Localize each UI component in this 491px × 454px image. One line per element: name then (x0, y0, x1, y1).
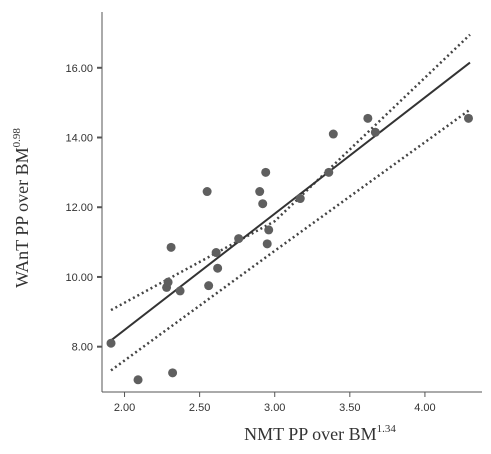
x-axis: 2.00 2.50 3.00 3.50 4.00 (114, 392, 436, 414)
x-axis-title-superscript: 1.34 (377, 423, 397, 435)
regression-line (110, 61, 471, 342)
data-point (255, 187, 265, 197)
data-point (234, 234, 244, 244)
data-point (370, 127, 380, 137)
ci-upper-line (110, 33, 471, 312)
data-point (363, 113, 373, 123)
data-point (202, 187, 212, 197)
data-point (264, 225, 274, 235)
data-points (106, 113, 473, 385)
data-point (175, 286, 185, 296)
ci-lower-line (110, 108, 471, 372)
x-tick-label: 4.00 (414, 402, 435, 414)
y-tick-label: 14.00 (65, 133, 93, 145)
y-tick-label: 12.00 (65, 202, 93, 214)
data-point (106, 338, 116, 348)
data-point (204, 281, 214, 291)
data-point (211, 248, 221, 258)
data-point (133, 375, 143, 385)
regression-line-group (110, 61, 471, 342)
data-point (261, 167, 271, 177)
y-axis-title-superscript: 0.98 (11, 128, 23, 148)
data-point (163, 277, 173, 287)
x-tick-label: 3.50 (339, 402, 360, 414)
data-point (295, 194, 305, 204)
data-point (213, 263, 223, 273)
y-axis-title: WAnT PP over BM0.98 (11, 128, 32, 288)
x-axis-title-main: NMT PP over BM (244, 424, 377, 444)
y-tick-label: 8.00 (72, 342, 93, 354)
data-point (324, 167, 334, 177)
y-tick-label: 16.00 (65, 63, 93, 75)
y-axis-title-main: WAnT PP over BM (12, 147, 32, 288)
data-point (328, 129, 338, 139)
plot-area (101, 12, 482, 393)
x-tick-label: 2.00 (114, 402, 135, 414)
x-tick-label: 3.00 (264, 402, 285, 414)
data-point (463, 113, 473, 123)
data-point (258, 199, 268, 209)
data-point (168, 368, 178, 378)
confidence-interval-lines (110, 33, 471, 372)
data-point (166, 242, 176, 252)
x-tick-label: 2.50 (189, 402, 210, 414)
y-axis: 8.00 10.00 12.00 14.00 16.00 (65, 63, 102, 354)
x-axis-title: NMT PP over BM1.34 (244, 423, 396, 444)
y-tick-label: 10.00 (65, 272, 93, 284)
data-point (262, 239, 272, 249)
